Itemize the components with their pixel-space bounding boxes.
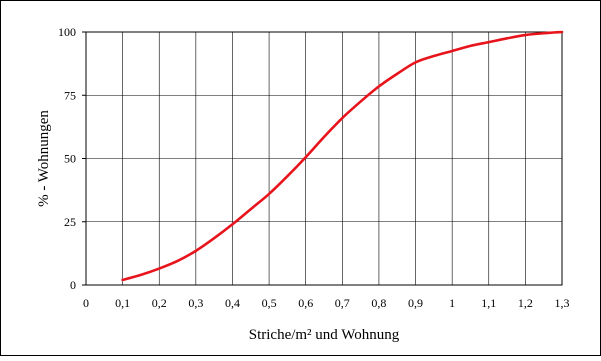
grid xyxy=(86,32,562,285)
x-axis-ticks: 0 0,1 0,2 0,3 0,4 0,5 0,6 0,7 0,8 0,9 1 1,1 1,2 1,3 xyxy=(83,296,570,310)
x-axis-title: Striche/m² und Wohnung xyxy=(249,327,400,343)
series-layer xyxy=(121,30,564,282)
y-tick-label: 0 xyxy=(70,278,76,292)
x-tick-label: 1,1 xyxy=(481,296,496,310)
x-tick-label: 1,3 xyxy=(555,296,570,310)
y-axis-title: % - Wohnungen xyxy=(36,110,52,207)
x-tick-label: 0,4 xyxy=(225,296,240,310)
y-tick-label: 100 xyxy=(58,25,76,39)
x-tick-label: 0,3 xyxy=(188,296,203,310)
x-tick-label: 0,9 xyxy=(408,296,423,310)
x-tick-label: 0 xyxy=(83,296,89,310)
series-line xyxy=(121,30,564,282)
y-axis-ticks: 0 25 50 75 100 xyxy=(58,25,86,292)
x-tick-label: 0,6 xyxy=(298,296,313,310)
y-tick-label: 75 xyxy=(64,88,76,102)
x-tick-label: 0,2 xyxy=(152,296,167,310)
x-tick-label: 0,7 xyxy=(335,296,350,310)
x-tick-label: 1,2 xyxy=(518,296,533,310)
x-tick-label: 1 xyxy=(449,296,455,310)
x-tick-label: 0,8 xyxy=(371,296,386,310)
x-tick-label: 0,5 xyxy=(262,296,277,310)
x-tick-label: 0,1 xyxy=(115,296,130,310)
y-tick-label: 25 xyxy=(64,215,76,229)
y-tick-label: 50 xyxy=(64,152,76,166)
